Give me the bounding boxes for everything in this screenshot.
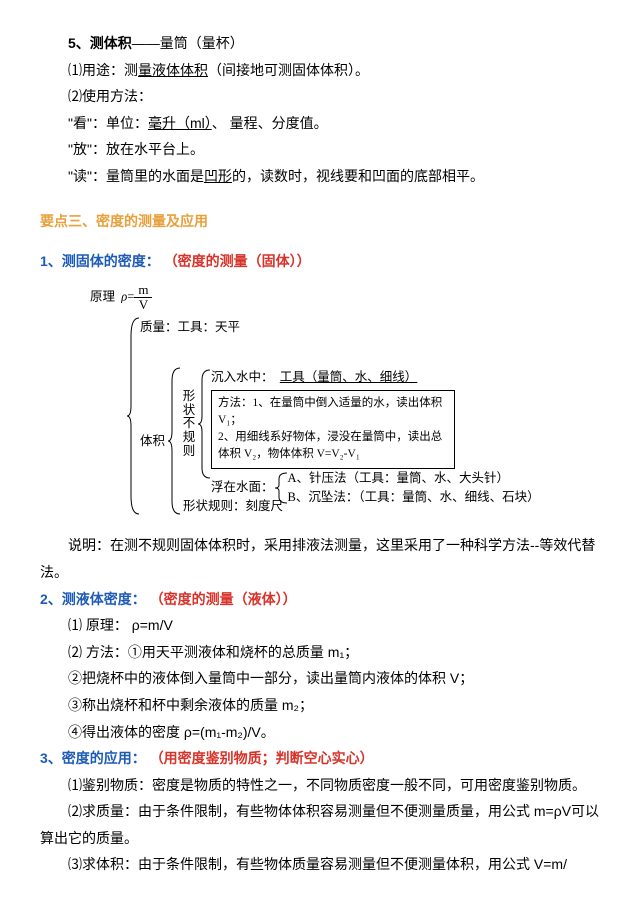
s5-dash: —— <box>132 35 160 51</box>
s5-l3a: "看"：单位： <box>68 115 148 131</box>
s5-title-pre: 5、测体积 <box>68 35 132 51</box>
principle-label: 原理 <box>90 289 115 303</box>
p2-l1: ⑴ 原理： ρ=m/V <box>40 612 600 639</box>
float: 浮在水面： <box>211 478 274 497</box>
s5-l5b: 的，读数时，视线要和凹面的底部相平。 <box>232 168 484 184</box>
diagram: 原理 ρ=mV 质量：工具：天平 体积 形 <box>90 283 600 521</box>
section-5: 5、测体积——量筒（量杯） ⑴用途：测量液体体积（间接地可测固体体积）。 ⑵使用… <box>40 30 600 190</box>
s5-l2: ⑵使用方法： <box>40 83 600 110</box>
p3-t1: 3、密度的应用： <box>40 750 146 766</box>
s5-l3u: 毫升（ml） <box>148 115 212 131</box>
p3-t2: （用密度鉴别物质；判断空心实心） <box>150 750 374 766</box>
heading-3: 要点三、密度的测量及应用 <box>40 208 600 235</box>
p2-l3: ②把烧杯中的液体倒入量筒中一部分，读出量筒内液体的体积 V； <box>40 665 600 692</box>
p1-note: 说明：在测不规则固体体积时，采用排液法测量，这里采用了一种科学方法--等效代替法… <box>40 532 600 585</box>
point-2: 2、测液体密度： （密度的测量（液体）） ⑴ 原理： ρ=m/V ⑵ 方法：①用… <box>40 586 600 746</box>
p1-t1: 1、测固体的密度： <box>40 253 160 269</box>
p2-l2: ⑵ 方法：①用天平测液体和烧杯的总质量 m₁； <box>40 639 600 666</box>
regular: 形状规则：刻度尺 <box>183 497 540 516</box>
frac-d: V <box>134 298 152 312</box>
p3-l2: ⑵求质量：由于条件限制，有些物体体积容易测量但不便测量质量，用公式 m=ρV可以… <box>40 798 600 851</box>
p2-t2: （密度的测量（液体）） <box>150 591 297 607</box>
p2-t1: 2、测液体密度： <box>40 591 146 607</box>
s5-title-post: 量筒（量杯） <box>160 35 244 51</box>
float-a: A、针压法（工具：量筒、水、大头针） <box>288 469 540 488</box>
point-3: 3、密度的应用： （用密度鉴别物质；判断空心实心） ⑴鉴别物质：密度是物质的特性… <box>40 745 600 878</box>
s5-l1b: （间接地可测固体体积）。 <box>208 62 369 78</box>
irreg-label: 形 状 不 规 则 <box>181 390 197 459</box>
tool1: 工具（量筒、水、细线） <box>280 370 418 384</box>
mass-line: 质量：工具：天平 <box>140 318 540 337</box>
point-1: 1、测固体的密度： （密度的测量（固体）） 原理 ρ=mV 质量：工具：天平 体… <box>40 248 600 585</box>
s5-l1u: 量液体体积 <box>138 62 208 78</box>
p2-l5: ④得出液体的密度 ρ=(m₁-m₂)/V。 <box>40 719 600 746</box>
s5-l4: "放"：放在水平台上。 <box>40 136 600 163</box>
s5-l5u: 凹形 <box>204 168 232 184</box>
vol-label: 体积 <box>140 432 165 451</box>
frac-n: m <box>134 283 152 298</box>
p2-l4: ③称出烧杯和杯中剩余液体的质量 m₂； <box>40 692 600 719</box>
sink: 沉入水中： <box>211 370 274 384</box>
s5-l3b: 、 量程、分度值。 <box>212 115 328 131</box>
p3-l1: ⑴鉴别物质：密度是物质的特性之一，不同物质密度一般不同，可用密度鉴别物质。 <box>40 772 600 799</box>
p1-t2: （密度的测量（固体）） <box>164 253 311 269</box>
s5-l5a: "读"：量筒里的水面是 <box>68 168 204 184</box>
p3-l3: ⑶求体积：由于条件限制，有些物体质量容易测量但不便测量体积，用公式 V=m/ <box>40 851 600 878</box>
method-box: 方法：1、在量筒中倒入适量的水，读出体积 V₁； 2、用细线系好物体，浸没在量筒… <box>211 390 455 469</box>
s5-l1a: ⑴用途：测 <box>68 62 138 78</box>
